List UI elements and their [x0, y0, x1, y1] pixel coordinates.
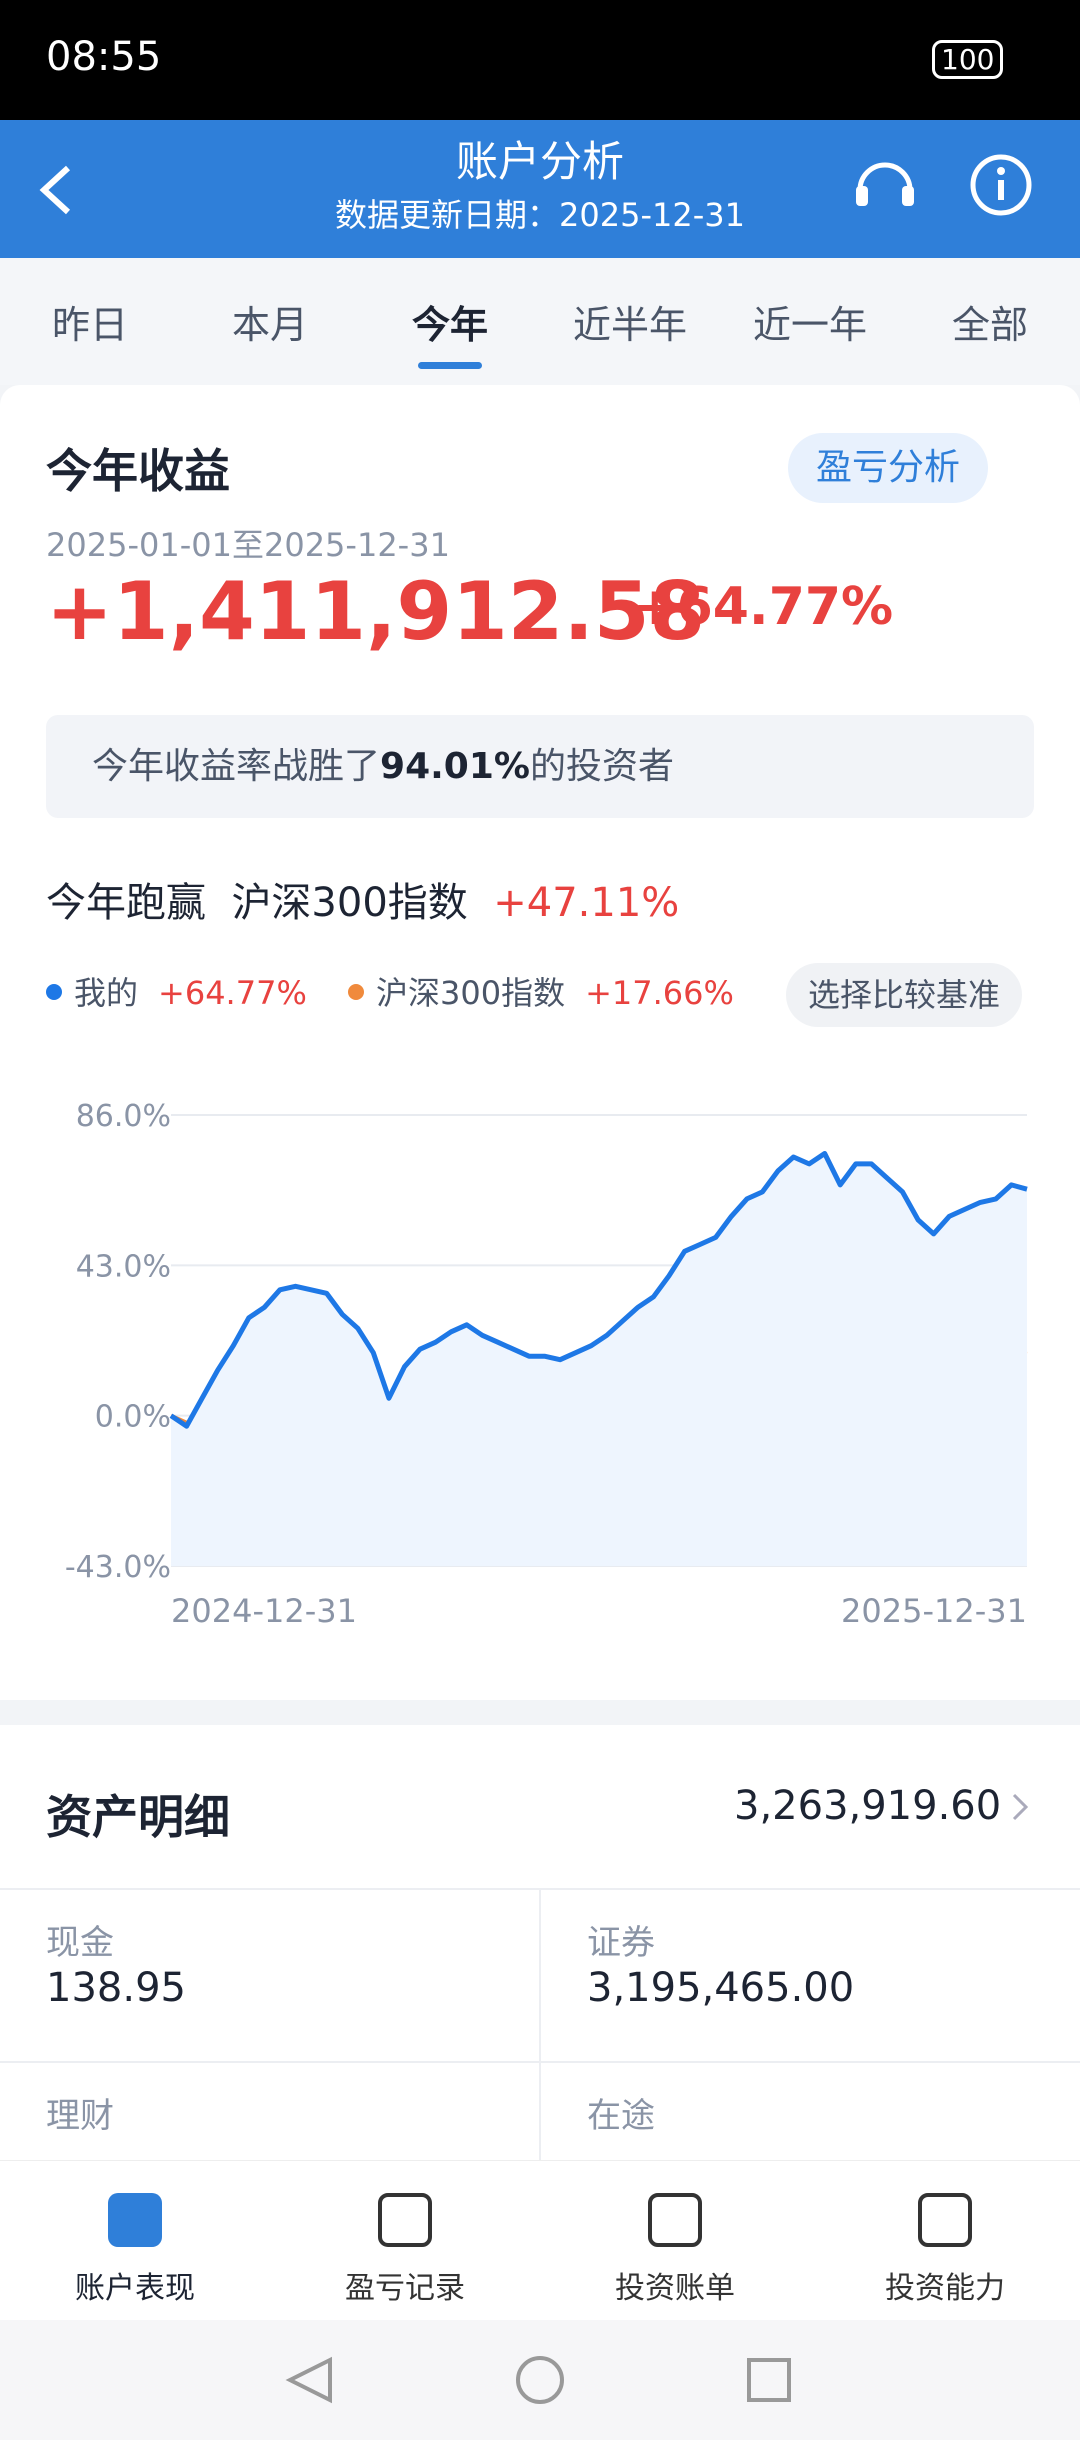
compare-index: 沪深300指数 — [231, 880, 468, 926]
nav-icon[interactable] — [918, 2193, 972, 2247]
profit-rate: +64.77% — [633, 577, 894, 637]
bottom-nav: 账户表现 盈亏记录 投资账单 投资能力 — [0, 2160, 1080, 2321]
assets-card: 资产明细 3,263,919.60 现金 138.95 证券 3,195,465.00… — [0, 1725, 1080, 2160]
time: 08:55 — [46, 34, 162, 80]
tab-bar: 昨日 本月 今年 近半年 近一年 全部 — [0, 258, 1080, 385]
legend-name: 沪深300指数 — [376, 974, 565, 1012]
line — [169, 1151, 1028, 1429]
y-tick-label: -43.0% — [65, 1550, 171, 1585]
chart: 我的 +64.77% 沪深300指数 +17.66% 86.0% 43.0% 0.0% -43… — [46, 974, 1028, 1630]
legend-name: 我的 — [74, 974, 138, 1012]
legend-return: +64.77% — [158, 974, 307, 1012]
legend-return: +17.66% — [585, 974, 734, 1012]
divider — [539, 1888, 541, 2160]
tab[interactable]: 全部 — [951, 303, 1028, 347]
summary-title: 今年收益 — [46, 444, 230, 498]
battery: 100 — [932, 40, 1004, 79]
assets-total[interactable]: 3,263,919.60 — [734, 1783, 1002, 1829]
info-icon[interactable] — [968, 152, 1034, 218]
back-button[interactable] — [34, 160, 78, 220]
compare-label: 今年跑赢 — [46, 880, 206, 926]
header: 账户分析 数据更新日期：2025-12-31 — [0, 120, 1080, 258]
service-icon[interactable] — [850, 150, 920, 220]
header-subtitle: 数据更新日期：2025-12-31 — [335, 196, 745, 234]
pnl-analysis-button[interactable]: 盈亏分析 — [788, 433, 989, 503]
tab[interactable]: 本月 — [231, 303, 308, 347]
y-tick-label: 86.0% — [76, 1099, 171, 1134]
asset-label: 理财 — [46, 2096, 114, 2136]
nav-icon[interactable] — [108, 2193, 162, 2247]
asset-label: 在途 — [587, 2096, 655, 2136]
tab[interactable]: 昨日 — [51, 303, 128, 347]
area — [171, 1153, 1027, 1566]
system-nav-icons — [285, 2356, 791, 2404]
chevron — [1012, 1793, 1029, 1821]
header-title: 账户分析 — [455, 137, 624, 186]
tab[interactable]: 今年 — [411, 303, 488, 347]
benchmark-button[interactable]: 选择比较基准 — [786, 963, 1023, 1027]
beat-value: 94.01% — [380, 746, 530, 787]
asset-label: 现金 — [46, 1923, 114, 1963]
legend-dot — [348, 984, 364, 1000]
nav-label[interactable]: 投资能力 — [885, 2271, 1005, 2306]
nav-label[interactable]: 账户表现 — [75, 2271, 195, 2306]
asset-value: 3,195,465.00 — [587, 1965, 855, 2011]
tab[interactable]: 近半年 — [572, 303, 687, 347]
y-tick-label: 43.0% — [76, 1249, 171, 1284]
compare-value: +47.11% — [493, 880, 680, 926]
asset-value: 138.95 — [46, 1965, 186, 2011]
status-bar: 08:55 100 — [0, 0, 1080, 120]
profit-amount: +1,411,912.58 — [46, 565, 706, 658]
system-nav — [0, 2320, 1080, 2440]
tab[interactable]: 近一年 — [752, 303, 867, 347]
beat-prefix: 今年收益率战胜了 — [92, 746, 381, 787]
date-range: 2025-01-01至2025-12-31 — [46, 526, 450, 564]
legend-dot — [46, 984, 62, 1000]
nav-icon[interactable] — [378, 2193, 432, 2247]
beat-box: 今年收益率战胜了94.01%的投资者 — [46, 715, 1034, 818]
beat-suffix: 的投资者 — [529, 746, 674, 787]
nav-icon[interactable] — [648, 2193, 702, 2247]
nav-label[interactable]: 盈亏记录 — [345, 2271, 465, 2306]
y-tick-label: 0.0% — [95, 1400, 171, 1435]
x-tick-label: 2024-12-31 — [171, 1592, 357, 1630]
tab-indicator — [418, 362, 482, 369]
asset-label: 证券 — [587, 1923, 655, 1963]
assets-title: 资产明细 — [46, 1790, 230, 1844]
nav-label[interactable]: 投资账单 — [615, 2271, 735, 2306]
compare-line: 今年跑赢 沪深300指数 +47.11% — [46, 870, 679, 928]
x-tick-label: 2025-12-31 — [841, 1592, 1027, 1630]
